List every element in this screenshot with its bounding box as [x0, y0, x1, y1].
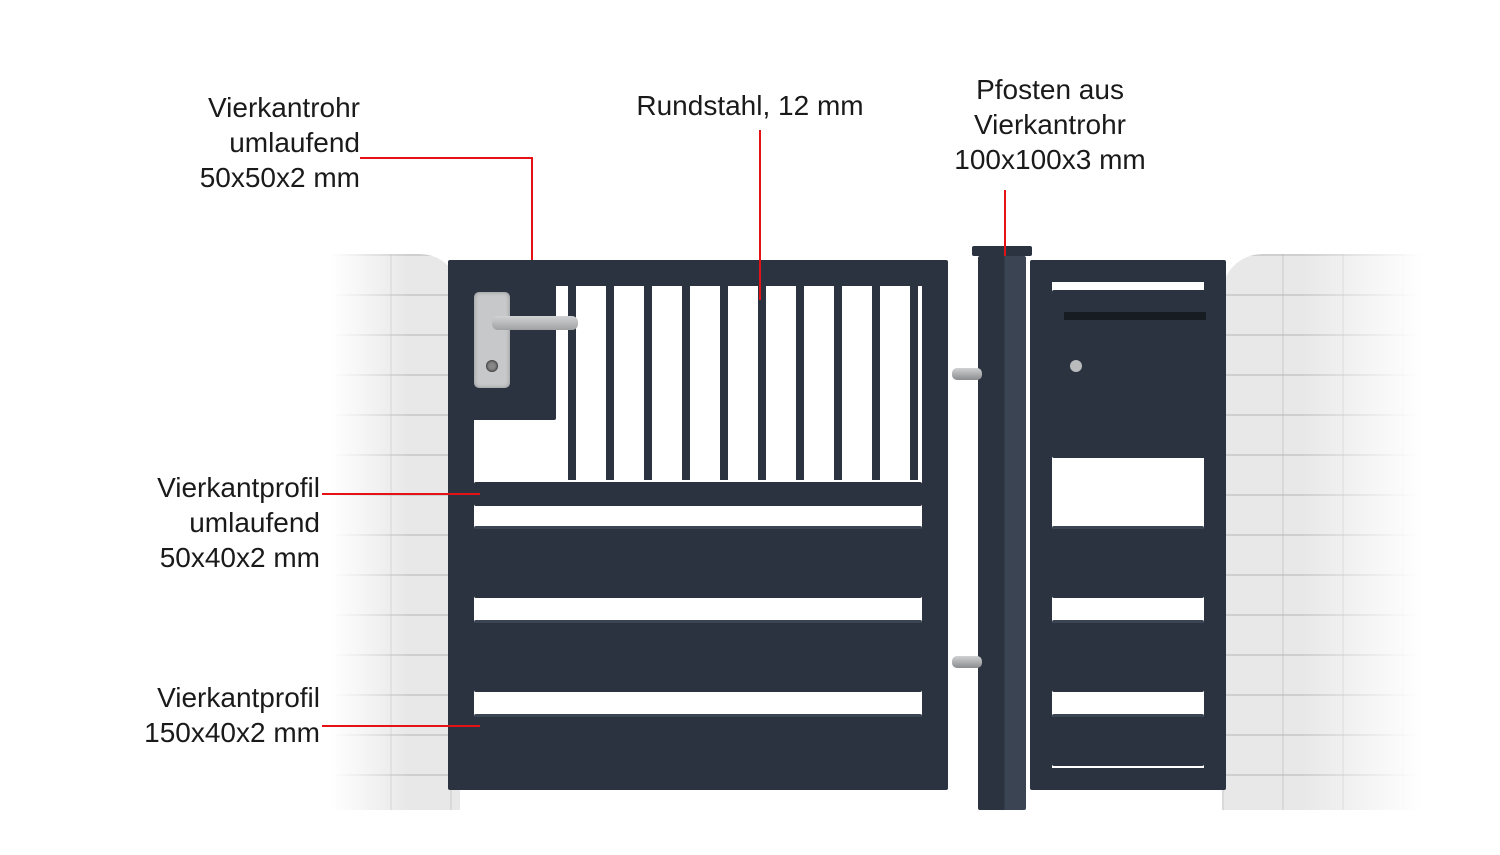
gate-vbar — [720, 286, 728, 480]
gate-panel — [474, 714, 922, 766]
gate-panel — [474, 620, 922, 692]
wall-right — [1222, 254, 1422, 810]
hinge — [952, 656, 982, 668]
gate-vbar — [682, 286, 690, 480]
gate-vbar — [606, 286, 614, 480]
label-wide-profile: Vierkantprofil150x40x2 mm — [90, 680, 320, 750]
wall-left — [330, 254, 460, 810]
label-inner-profile: Vierkantprofilumlaufend50x40x2 mm — [90, 470, 320, 575]
door-handle-plate — [474, 292, 510, 388]
leader-frame-tube — [360, 158, 532, 260]
gate-vbar — [758, 286, 766, 480]
hinge — [952, 368, 982, 380]
side-panel-slat — [1052, 620, 1204, 692]
mailbox-lock — [1070, 360, 1082, 372]
gate-panel — [474, 526, 922, 598]
gate-vbar — [796, 286, 804, 480]
gate-vbar — [834, 286, 842, 480]
mailbox-slot — [1064, 312, 1206, 320]
post — [978, 256, 1026, 810]
side-panel-slat — [1052, 714, 1204, 766]
door-handle — [492, 316, 578, 330]
gate-vbar — [910, 286, 918, 480]
gate-vbar — [644, 286, 652, 480]
label-post-tube: Pfosten ausVierkantrohr100x100x3 mm — [920, 72, 1180, 177]
label-round-steel: Rundstahl, 12 mm — [620, 88, 880, 123]
label-frame-tube: Vierkantrohrumlaufend50x50x2 mm — [150, 90, 360, 195]
gate-inner-rail — [474, 482, 922, 506]
side-panel-slat — [1052, 526, 1204, 598]
post-cap — [972, 246, 1032, 256]
gate-vbar — [872, 286, 880, 480]
door-keyhole — [486, 360, 498, 372]
